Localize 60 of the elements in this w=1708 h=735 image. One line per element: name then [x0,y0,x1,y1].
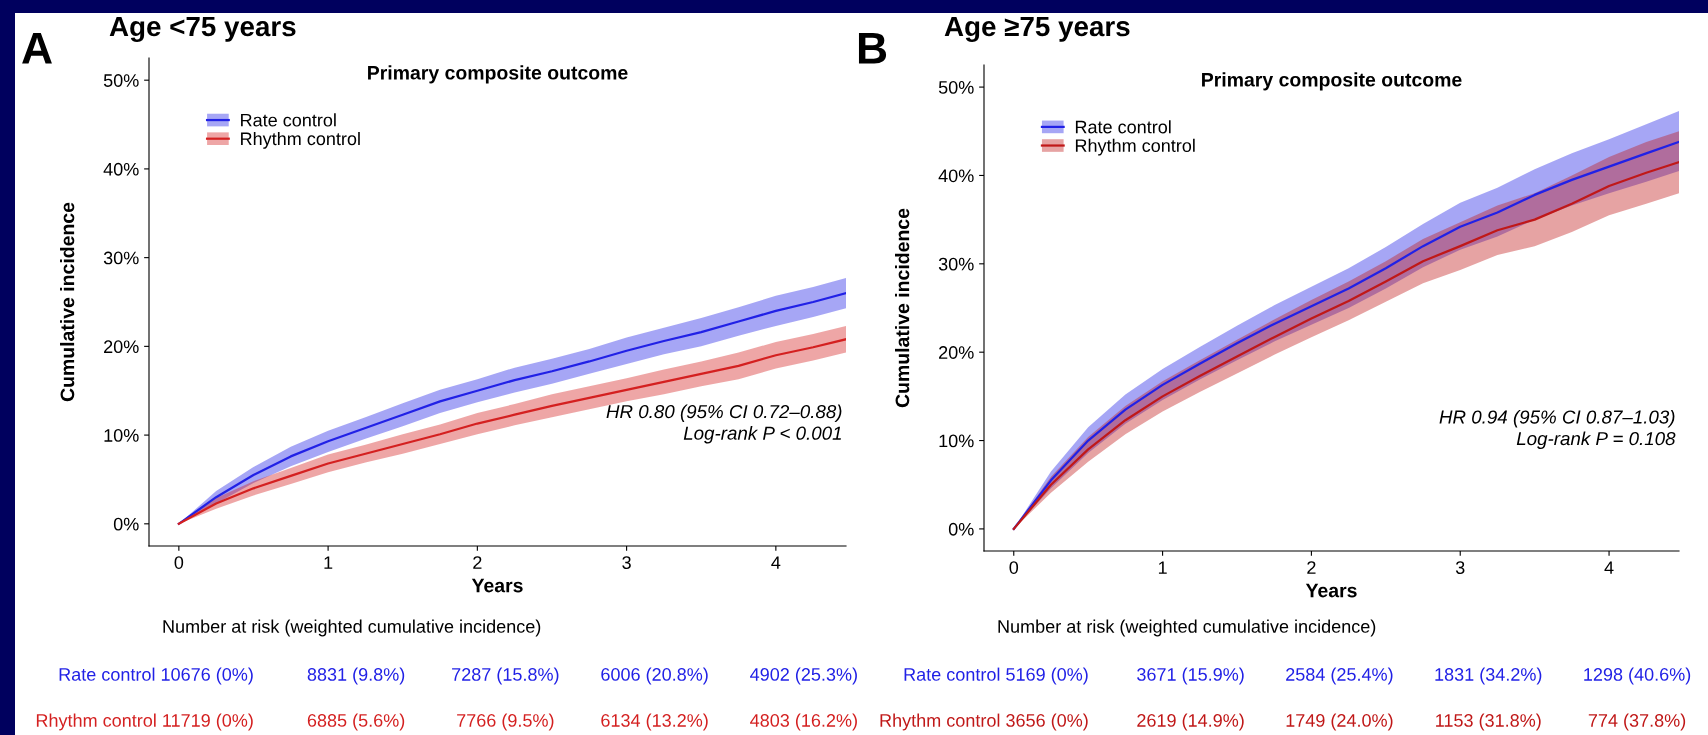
text: 6134 (13.2%) [601,713,708,731]
text: Rate control 10676 (0%) [59,667,253,685]
y-tick-label: 30% [938,257,974,271]
text: 3671 (15.9%) [1137,667,1244,685]
text: 6885 (5.6%) [307,713,405,731]
text: 7287 (15.8%) [452,667,559,685]
x-tick-label: 1 [1158,561,1167,574]
x-tick-label: 1 [324,556,333,569]
text: 774 (37.8%) [1588,713,1686,731]
text: 1831 (34.2%) [1435,667,1542,685]
text: A [22,32,52,64]
text: Rhythm control 3656 (0%) [880,713,1088,731]
legend-label: Rhythm control [1075,138,1195,156]
y-tick-label: 20% [104,340,139,354]
text: Number at risk (weighted cumulative incidence) [163,619,541,637]
x-tick-label: 4 [1604,561,1614,574]
text: 4902 (25.3%) [750,667,857,685]
text: 1749 (24.0%) [1286,713,1393,731]
text: 6006 (20.8%) [601,667,708,685]
text: Rhythm control 11719 (0%) [36,713,253,731]
legend-label: Rate control [1075,120,1171,134]
text: 1153 (31.8%) [1436,713,1541,731]
text: Number at risk (weighted cumulative incidence) [998,619,1376,637]
chart-subtitle: Primary composite outcome [368,65,628,84]
x-tick-label: 3 [622,556,631,569]
chart-title: Age <75 years [109,16,296,42]
text: B [858,32,887,64]
y-tick-label: 50% [103,74,139,87]
y-tick-label: 0% [113,517,139,531]
x-axis-title: Years [1305,583,1357,598]
text: 7766 (9.5%) [457,713,554,731]
text: 2584 (25.4%) [1286,667,1393,685]
annotation: HR 0.94 (95% CI 0.87–1.03) Log-rank P = 0.108 [1439,409,1676,449]
y-axis-title: Cumulative incidence [60,202,75,402]
x-tick-label: 2 [473,556,482,569]
x-axis-title: Years [471,578,523,593]
y-axis-title: Cumulative incidence [895,208,910,408]
y-tick-label: 40% [103,162,139,176]
y-tick-label: 50% [938,81,974,94]
chart-subtitle: Primary composite outcome [1202,72,1462,91]
x-tick-label: 4 [771,556,781,569]
chart-title: Age ≥75 years [944,16,1130,42]
y-tick-label: 40% [938,169,974,183]
x-tick-label: 0 [174,556,184,569]
annotation: HR 0.80 (95% CI 0.72–0.88) Log-rank P < 0.001 [606,404,842,444]
x-tick-label: 0 [1009,561,1019,574]
text: 2619 (14.9%) [1137,713,1244,731]
y-tick-label: 10% [939,434,974,448]
x-tick-label: 2 [1307,561,1316,574]
text: 8831 (9.8%) [307,667,405,685]
y-tick-label: 10% [104,429,139,442]
text: 4803 (16.2%) [750,713,857,731]
y-tick-label: 20% [939,346,974,359]
legend-label: Rhythm control [241,131,360,149]
x-tick-label: 3 [1455,561,1465,574]
y-tick-label: 30% [103,251,139,265]
text: Rate control 5169 (0%) [904,667,1088,685]
legend-label: Rate control [241,113,336,127]
y-tick-label: 0% [948,522,974,536]
text: 1298 (40.6%) [1584,667,1691,685]
